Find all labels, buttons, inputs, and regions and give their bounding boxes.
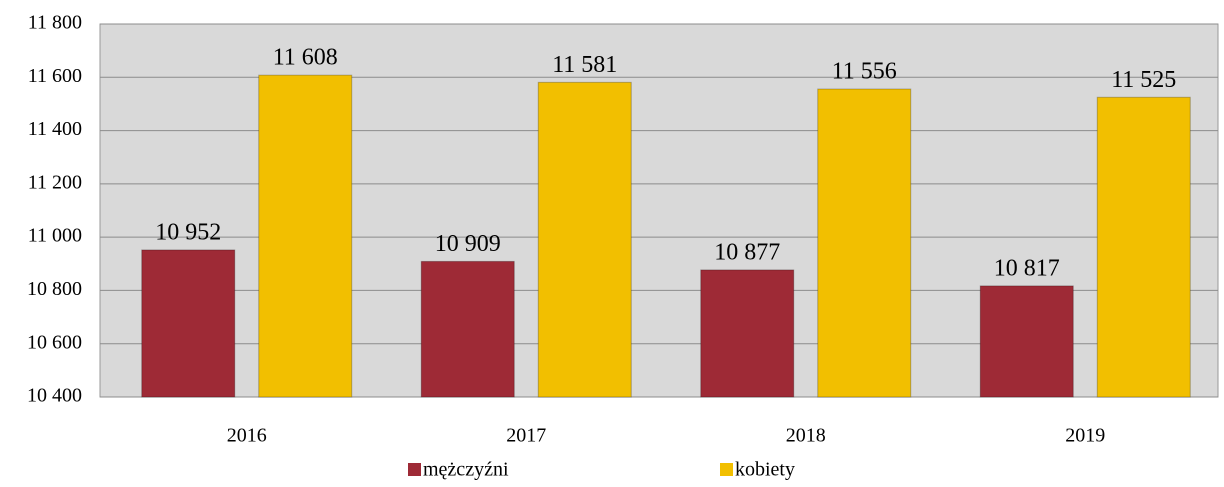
bar [817,88,912,398]
value-label: 11 581 [552,52,617,78]
bar [420,260,515,398]
y-tick-label: 11 800 [28,12,82,34]
bar [979,285,1074,398]
value-label: 11 525 [1111,67,1176,93]
bar [537,81,632,398]
value-label: 11 608 [273,45,338,71]
y-tick-label: 10 600 [27,331,82,353]
value-label: 10 909 [435,231,501,257]
x-tick-label: 2016 [227,425,267,447]
y-tick-label: 11 600 [28,65,82,87]
legend-label: kobiety [735,459,795,481]
bar [141,249,236,398]
x-tick-label: 2018 [786,425,826,447]
x-tick-label: 2017 [506,425,546,447]
value-label: 11 556 [832,59,897,85]
value-label: 10 952 [155,219,221,245]
value-label: 10 877 [714,239,780,265]
legend-label: mężczyźni [423,459,509,481]
bar [700,269,795,398]
x-tick-label: 2019 [1065,425,1105,447]
legend-marker [720,463,733,476]
y-tick-label: 11 200 [28,171,82,193]
bar [258,74,353,398]
y-tick-label: 11 400 [28,118,82,140]
bar [1096,96,1191,398]
legend-marker [408,463,421,476]
y-tick-label: 10 400 [27,385,82,407]
y-tick-label: 10 800 [27,278,82,300]
y-tick-label: 11 000 [28,225,82,247]
value-label: 10 817 [994,255,1060,281]
